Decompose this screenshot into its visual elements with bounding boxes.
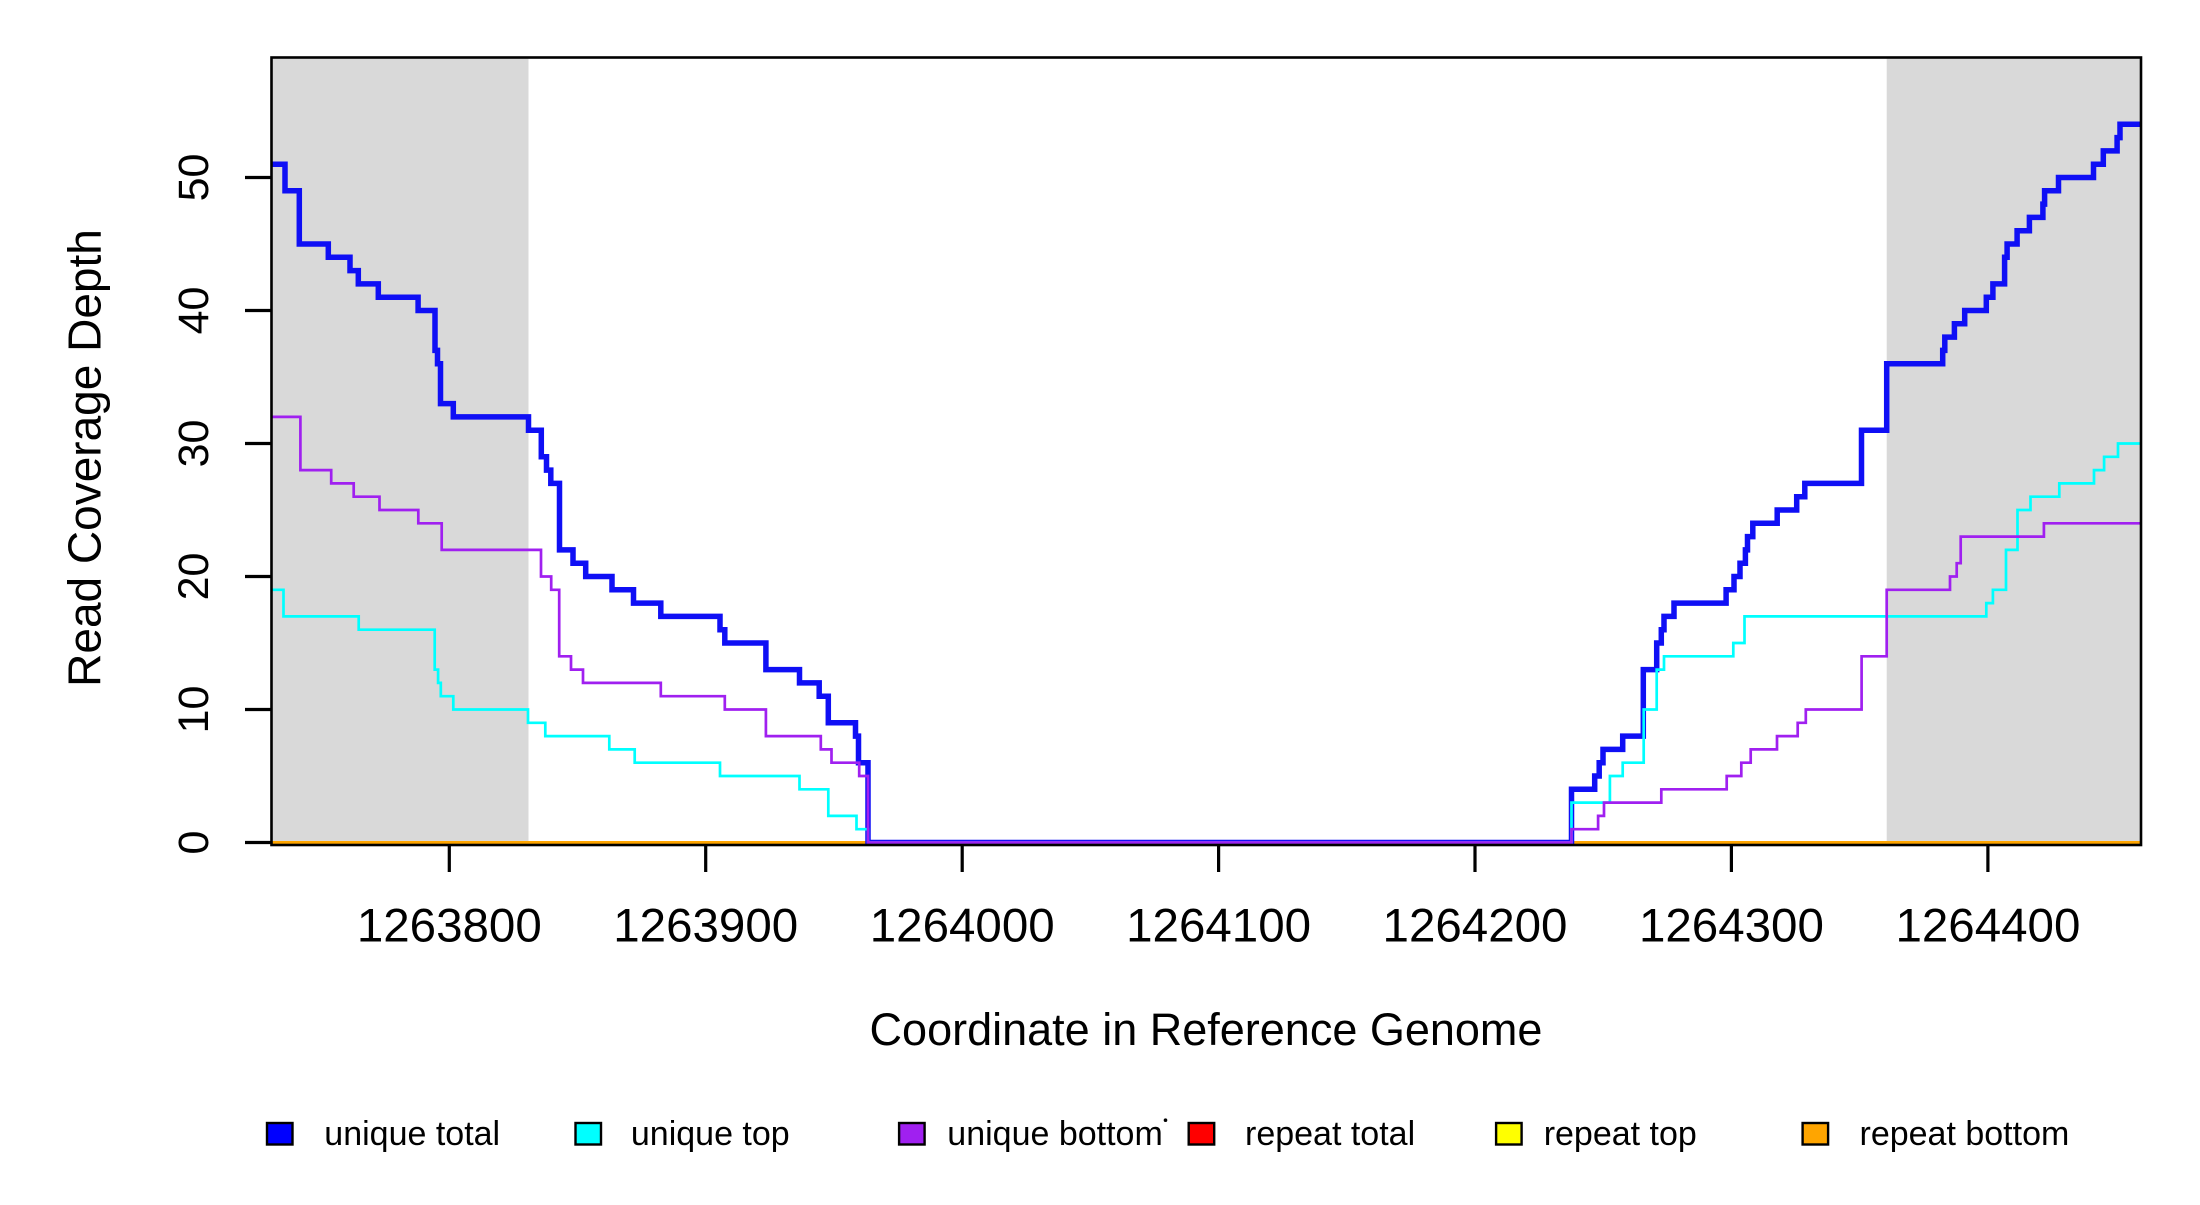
svg-text:50: 50: [170, 154, 218, 202]
svg-text:30: 30: [170, 420, 218, 468]
svg-text:repeat bottom: repeat bottom: [1860, 1115, 2070, 1153]
svg-text:1264100: 1264100: [1126, 900, 1311, 953]
svg-text:1263800: 1263800: [357, 900, 542, 953]
svg-text:unique bottom: unique bottom: [947, 1115, 1163, 1153]
svg-text:Coordinate in Reference Genome: Coordinate in Reference Genome: [870, 1004, 1543, 1055]
svg-text:repeat total: repeat total: [1245, 1115, 1415, 1153]
svg-text:20: 20: [170, 553, 218, 601]
svg-text:unique total: unique total: [324, 1115, 500, 1153]
svg-text:1264000: 1264000: [870, 900, 1055, 953]
svg-text:unique top: unique top: [631, 1115, 790, 1153]
svg-text:repeat top: repeat top: [1544, 1115, 1697, 1153]
svg-text:1264200: 1264200: [1383, 900, 1568, 953]
svg-text:1264300: 1264300: [1639, 900, 1824, 953]
svg-text:40: 40: [170, 287, 218, 335]
svg-text:Read Coverage Depth: Read Coverage Depth: [59, 229, 111, 687]
svg-text:1263900: 1263900: [613, 900, 798, 953]
svg-text:1264400: 1264400: [1895, 900, 2080, 953]
svg-text:0: 0: [170, 831, 218, 855]
svg-text:10: 10: [170, 686, 218, 734]
